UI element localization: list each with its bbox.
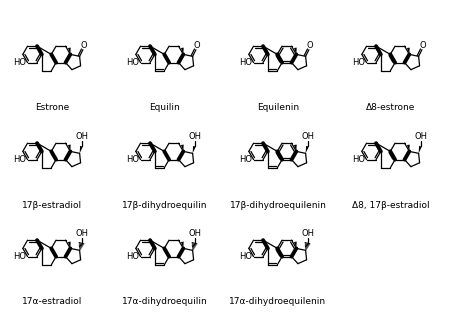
Text: Δ8, 17β-estradiol: Δ8, 17β-estradiol [352, 201, 430, 210]
Text: HO: HO [126, 252, 139, 261]
Text: HO: HO [13, 252, 26, 261]
Text: OH: OH [188, 132, 201, 141]
Text: O: O [81, 41, 87, 50]
Text: HO: HO [352, 58, 365, 67]
Polygon shape [294, 242, 297, 248]
Text: 17β-dihydroequilin: 17β-dihydroequilin [122, 201, 208, 210]
Text: HO: HO [352, 155, 365, 164]
Polygon shape [68, 242, 71, 248]
Text: Equilenin: Equilenin [257, 103, 299, 113]
Text: 17β-dihydroequilenin: 17β-dihydroequilenin [230, 201, 326, 210]
Polygon shape [68, 145, 71, 151]
Polygon shape [294, 145, 297, 151]
Text: O: O [193, 41, 200, 50]
Text: OH: OH [188, 229, 201, 238]
Polygon shape [407, 48, 410, 54]
Polygon shape [407, 145, 410, 151]
Text: 17α-dihydroequilin: 17α-dihydroequilin [122, 298, 208, 307]
Text: Estrone: Estrone [35, 103, 69, 113]
Polygon shape [181, 242, 184, 248]
Text: HO: HO [13, 58, 26, 67]
Text: HO: HO [239, 252, 252, 261]
Text: O: O [306, 41, 313, 50]
Polygon shape [305, 146, 309, 153]
Text: 17α-estradiol: 17α-estradiol [22, 298, 82, 307]
Text: O: O [419, 41, 426, 50]
Text: OH: OH [414, 132, 427, 141]
Polygon shape [294, 48, 297, 54]
Text: HO: HO [126, 58, 139, 67]
Text: OH: OH [75, 229, 88, 238]
Text: OH: OH [301, 132, 314, 141]
Text: HO: HO [239, 58, 252, 67]
Text: OH: OH [75, 132, 88, 141]
Text: HO: HO [13, 155, 26, 164]
Polygon shape [68, 48, 71, 54]
Text: OH: OH [301, 229, 314, 238]
Polygon shape [181, 48, 184, 54]
Text: Equilin: Equilin [149, 103, 180, 113]
Text: HO: HO [239, 155, 252, 164]
Polygon shape [418, 146, 422, 153]
Text: HO: HO [126, 155, 139, 164]
Text: 17α-dihydroequilenin: 17α-dihydroequilenin [229, 298, 326, 307]
Text: 17β-estradiol: 17β-estradiol [22, 201, 82, 210]
Polygon shape [192, 146, 196, 153]
Polygon shape [79, 146, 83, 153]
Polygon shape [181, 145, 184, 151]
Text: Δ8-estrone: Δ8-estrone [366, 103, 416, 113]
